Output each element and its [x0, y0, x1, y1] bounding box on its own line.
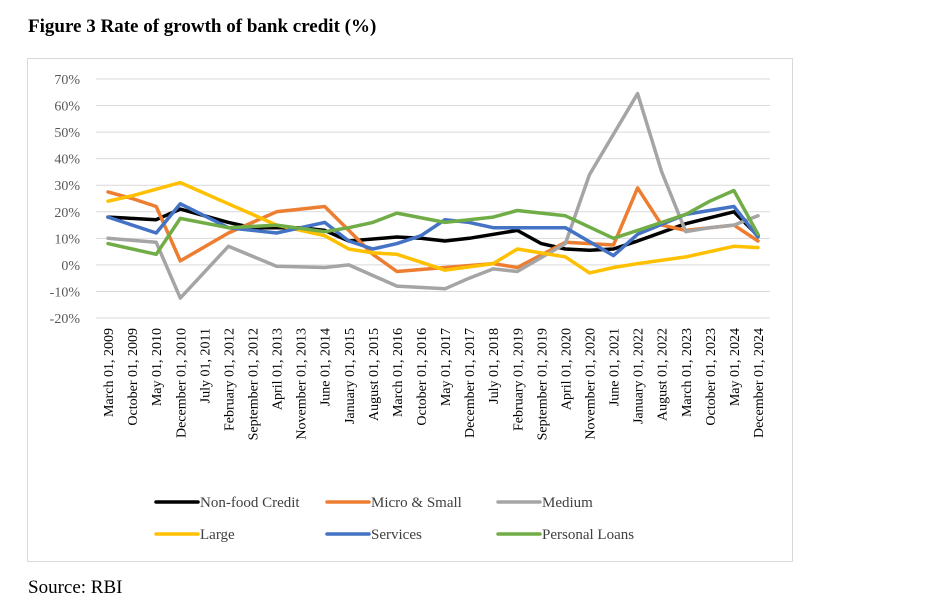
series-line-medium — [106, 91, 760, 300]
x-tick-label: August 01, 2015 — [367, 328, 382, 421]
legend-label-medium: Medium — [542, 495, 593, 511]
x-tick-label: February 01, 2019 — [511, 328, 526, 431]
y-tick-label: 40% — [54, 153, 80, 168]
series-line-personal-loans — [106, 188, 760, 257]
y-tick-label: 60% — [54, 100, 80, 115]
y-tick-label: 70% — [54, 73, 80, 88]
x-tick-label: July 01, 2018 — [487, 328, 502, 404]
y-tick-label: -20% — [50, 312, 81, 327]
x-tick-label: May 01, 2017 — [439, 328, 454, 406]
legend-label-personal-loans: Personal Loans — [542, 527, 634, 543]
figure-source: Source: RBI — [28, 577, 123, 598]
y-tick-label: 50% — [54, 126, 80, 141]
x-tick-label: August 01, 2022 — [656, 328, 671, 421]
series-line-micro-small — [106, 186, 760, 274]
legend-label-services: Services — [371, 527, 422, 543]
x-tick-label: November 01, 2013 — [295, 328, 310, 440]
legend-label-large: Large — [200, 527, 235, 543]
y-tick-label: 30% — [54, 179, 80, 194]
series-lines — [106, 91, 760, 300]
x-tick-label: September 01, 2019 — [535, 328, 550, 440]
x-tick-label: October 01, 2016 — [415, 328, 430, 426]
x-tick-label: March 01, 2009 — [102, 328, 117, 417]
y-tick-label: 10% — [54, 232, 80, 247]
x-tick-label: March 01, 2016 — [391, 328, 406, 417]
x-tick-label: July 01, 2011 — [198, 328, 213, 403]
x-tick-label: December 01, 2017 — [463, 328, 478, 438]
x-tick-label: June 01, 2014 — [319, 328, 334, 406]
x-tick-label: February 01, 2012 — [222, 328, 237, 431]
x-tick-label: December 01, 2024 — [752, 328, 767, 438]
chart-frame — [27, 58, 793, 562]
x-tick-label: May 01, 2010 — [150, 328, 165, 406]
y-tick-label: -10% — [50, 285, 81, 300]
y-axis-ticks: -20% -10% 0% 10% 20% 30% 40% 50% 60% 70% — [50, 73, 81, 327]
x-tick-label: June 01, 2021 — [608, 328, 623, 406]
x-tick-label: September 01, 2012 — [246, 328, 261, 440]
x-tick-label: October 01, 2009 — [126, 328, 141, 426]
y-tick-label: 0% — [61, 259, 80, 274]
x-tick-label: May 01, 2024 — [728, 328, 743, 406]
x-tick-label: November 01, 2020 — [583, 328, 598, 440]
x-tick-label: October 01, 2023 — [704, 328, 719, 426]
y-tick-label: 20% — [54, 206, 80, 221]
x-axis-ticks: March 01, 2009 October 01, 2009 May 01, 20… — [102, 328, 767, 440]
legend-label-micro-small: Micro & Small — [371, 495, 462, 511]
x-tick-label: January 01, 2015 — [343, 328, 358, 424]
x-tick-label: December 01, 2010 — [174, 328, 189, 438]
figure-title: Figure 3 Rate of growth of bank credit (… — [28, 16, 377, 37]
x-tick-label: April 01, 2013 — [271, 328, 286, 410]
x-tick-label: March 01, 2023 — [680, 328, 695, 417]
x-tick-label: January 01, 2022 — [632, 328, 647, 424]
legend: Non-food Credit Micro & Small Medium Large S… — [154, 495, 634, 543]
series-line-large — [106, 180, 760, 275]
x-tick-label: April 01, 2020 — [559, 328, 574, 410]
legend-label-non-food-credit: Non-food Credit — [200, 495, 300, 511]
